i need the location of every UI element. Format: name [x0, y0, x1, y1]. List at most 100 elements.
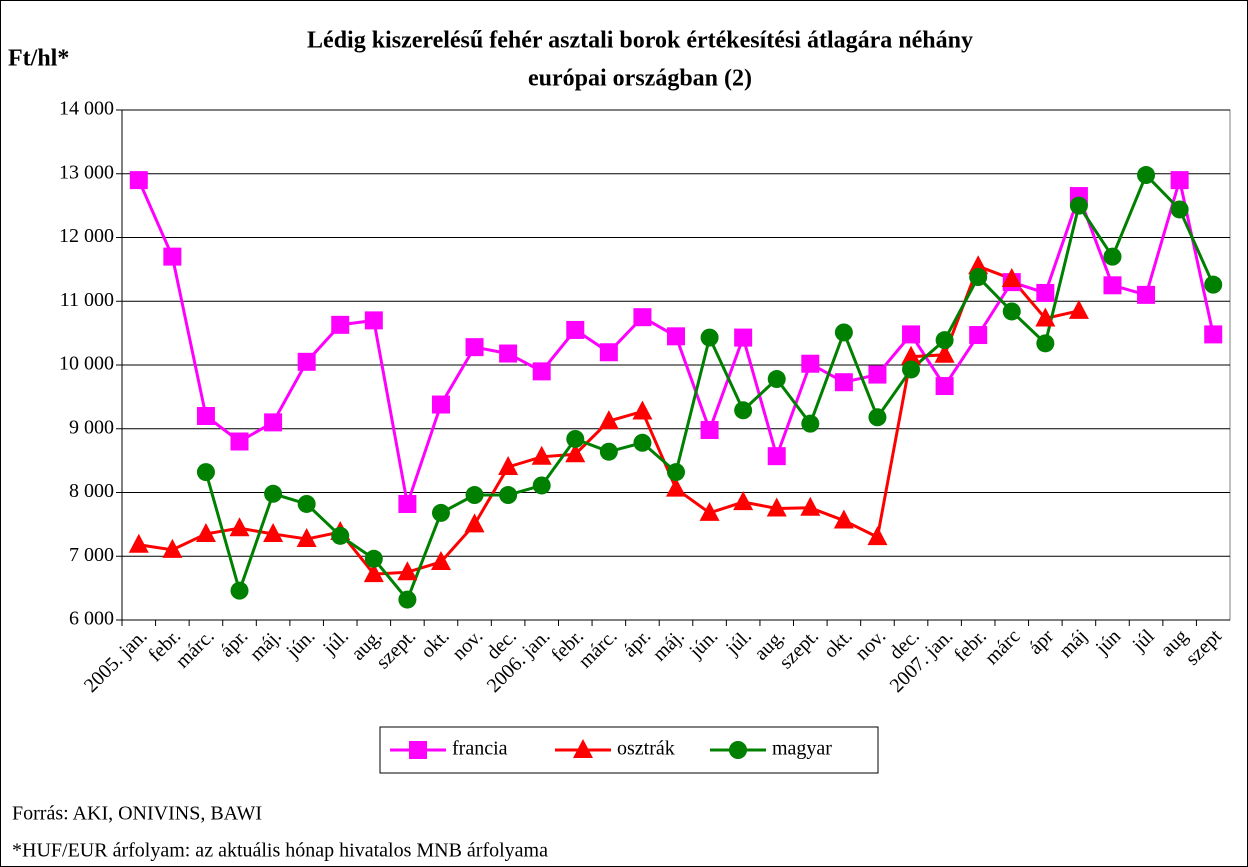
marker	[409, 741, 427, 759]
marker	[531, 445, 552, 465]
marker	[801, 354, 820, 373]
y-tick-label: 14 000	[59, 98, 114, 120]
marker	[934, 343, 955, 363]
marker	[196, 463, 215, 482]
marker	[297, 494, 316, 513]
marker	[364, 311, 383, 330]
marker	[498, 456, 519, 475]
marker	[1036, 283, 1055, 302]
marker	[565, 443, 586, 463]
marker	[331, 315, 350, 334]
marker	[667, 327, 685, 346]
marker	[1103, 276, 1122, 295]
marker	[364, 549, 383, 568]
marker	[633, 308, 652, 327]
marker	[632, 400, 653, 420]
note: *HUF/EUR árfolyam: az aktuális hónap hiv…	[12, 840, 548, 862]
marker	[398, 590, 417, 609]
marker	[968, 255, 989, 275]
marker	[1137, 285, 1156, 304]
marker	[397, 561, 418, 581]
marker	[599, 343, 618, 362]
legend-label: osztrák	[617, 738, 675, 760]
marker	[296, 528, 317, 548]
marker	[431, 395, 450, 414]
marker	[833, 509, 854, 529]
y-tick-label: 11 000	[60, 289, 114, 311]
marker	[902, 325, 921, 344]
marker	[800, 496, 821, 516]
marker	[867, 526, 888, 546]
marker	[733, 491, 754, 511]
marker	[1002, 302, 1021, 321]
marker	[935, 331, 954, 350]
note: Forrás: AKI, ONIVINS, BAWI	[12, 803, 262, 825]
y-tick-label: 7 000	[69, 544, 114, 566]
y-tick-label: 8 000	[69, 480, 114, 502]
marker	[331, 526, 350, 545]
marker	[573, 739, 593, 758]
marker	[532, 362, 551, 381]
y-tick-label: 6 000	[69, 608, 114, 630]
legend-box	[379, 726, 879, 774]
marker	[767, 370, 786, 389]
marker	[767, 447, 786, 466]
marker	[566, 320, 585, 339]
chart-title: Lédig kiszerelésű fehér asztali borok ér…	[307, 28, 973, 54]
marker	[700, 421, 719, 440]
marker	[935, 377, 954, 396]
marker	[969, 268, 988, 287]
marker	[1170, 200, 1189, 219]
marker	[163, 247, 182, 266]
y-tick-label: 12 000	[59, 225, 114, 247]
marker	[1204, 275, 1223, 294]
marker	[902, 360, 921, 379]
marker	[464, 513, 485, 533]
marker	[230, 432, 249, 451]
marker	[700, 328, 719, 347]
marker	[1068, 299, 1089, 319]
marker	[766, 497, 787, 517]
marker	[465, 338, 484, 357]
marker	[264, 484, 283, 503]
marker	[465, 486, 484, 505]
marker	[129, 171, 148, 190]
legend-label: francia	[452, 738, 508, 760]
marker	[598, 410, 619, 430]
marker	[162, 538, 183, 558]
marker	[1204, 325, 1223, 344]
marker	[499, 344, 518, 363]
marker	[264, 413, 283, 432]
y-tick-label: 13 000	[59, 161, 114, 183]
marker	[734, 401, 753, 420]
marker	[969, 326, 988, 345]
marker	[633, 433, 652, 452]
marker	[1036, 334, 1055, 353]
marker	[430, 550, 451, 570]
marker	[666, 477, 686, 497]
marker	[532, 476, 551, 495]
marker	[801, 414, 820, 433]
marker	[868, 365, 887, 384]
y-axis-label: Ft/hl*	[8, 46, 69, 72]
marker	[667, 463, 685, 482]
marker	[229, 517, 250, 537]
marker	[566, 429, 585, 448]
marker	[1170, 171, 1189, 190]
marker	[734, 328, 753, 347]
marker	[398, 494, 417, 513]
marker	[834, 323, 853, 342]
marker	[195, 522, 216, 542]
marker	[499, 486, 518, 505]
y-tick-label: 10 000	[59, 353, 114, 375]
marker	[901, 345, 922, 365]
marker	[729, 741, 747, 759]
chart-title: európai országban (2)	[528, 66, 752, 92]
marker	[297, 352, 316, 371]
marker	[1001, 267, 1022, 287]
marker	[699, 501, 720, 521]
marker	[431, 503, 450, 522]
marker	[128, 533, 149, 553]
marker	[196, 407, 215, 425]
